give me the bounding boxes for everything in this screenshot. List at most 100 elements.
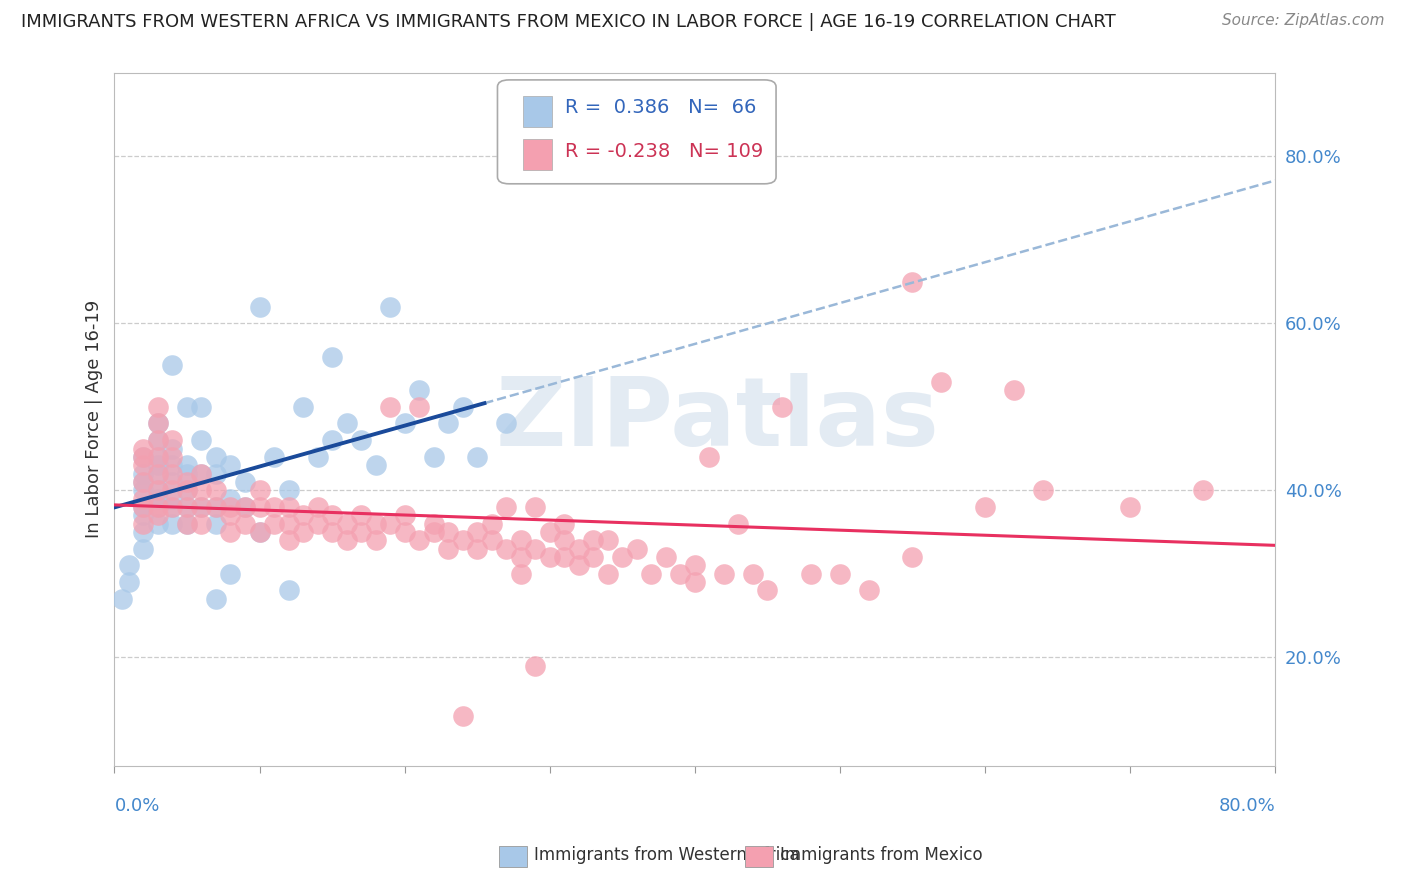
Point [321, 433, 343, 447]
Point [205, 483, 228, 498]
Point [553, 549, 575, 564]
Text: ZIPatlas: ZIPatlas [496, 373, 941, 466]
Point [233, 500, 256, 514]
Point [1119, 500, 1142, 514]
Point [713, 566, 735, 581]
Point [132, 458, 155, 473]
Point [205, 591, 228, 606]
FancyBboxPatch shape [498, 80, 776, 184]
Y-axis label: In Labor Force | Age 16-19: In Labor Force | Age 16-19 [86, 301, 103, 539]
Point [394, 508, 416, 523]
Text: R = -0.238   N= 109: R = -0.238 N= 109 [565, 142, 763, 161]
Text: R =  0.386   N=  66: R = 0.386 N= 66 [565, 98, 756, 117]
Point [146, 458, 169, 473]
Point [249, 500, 271, 514]
Point [146, 500, 169, 514]
Point [190, 467, 212, 481]
Point [219, 524, 242, 539]
Point [509, 533, 531, 548]
Point [350, 433, 373, 447]
Point [146, 400, 169, 414]
Point [364, 516, 387, 531]
Point [364, 533, 387, 548]
Point [640, 566, 662, 581]
Point [132, 450, 155, 464]
Point [132, 541, 155, 556]
Point [378, 516, 401, 531]
Point [205, 467, 228, 481]
Point [495, 500, 517, 514]
Point [219, 491, 242, 506]
Point [146, 433, 169, 447]
Point [146, 450, 169, 464]
Text: 80.0%: 80.0% [1219, 797, 1275, 814]
Point [350, 508, 373, 523]
Point [205, 500, 228, 514]
Point [190, 500, 212, 514]
Point [901, 275, 924, 289]
Point [931, 375, 953, 389]
Point [146, 467, 169, 481]
Point [465, 450, 488, 464]
Point [974, 500, 997, 514]
Point [378, 300, 401, 314]
Point [465, 524, 488, 539]
Point [582, 533, 605, 548]
Point [146, 467, 169, 481]
Point [233, 516, 256, 531]
Point [176, 467, 198, 481]
Point [132, 516, 155, 531]
Point [770, 400, 793, 414]
Point [162, 442, 184, 456]
Point [335, 417, 357, 431]
Point [146, 417, 169, 431]
Point [118, 558, 141, 573]
Point [118, 575, 141, 590]
Point [146, 491, 169, 506]
Bar [523, 96, 553, 128]
Point [394, 524, 416, 539]
Point [408, 400, 430, 414]
Point [249, 300, 271, 314]
Point [162, 433, 184, 447]
Point [292, 524, 315, 539]
Point [307, 450, 329, 464]
Text: IMMIGRANTS FROM WESTERN AFRICA VS IMMIGRANTS FROM MEXICO IN LABOR FORCE | AGE 16: IMMIGRANTS FROM WESTERN AFRICA VS IMMIGR… [21, 13, 1116, 31]
Point [176, 500, 198, 514]
Point [307, 516, 329, 531]
Point [162, 500, 184, 514]
Point [858, 583, 880, 598]
Point [162, 516, 184, 531]
Point [233, 475, 256, 489]
Point [524, 500, 547, 514]
Point [146, 483, 169, 498]
Point [146, 500, 169, 514]
Point [111, 591, 134, 606]
Point [451, 533, 474, 548]
Point [219, 458, 242, 473]
Point [321, 508, 343, 523]
Point [422, 516, 444, 531]
Point [422, 524, 444, 539]
Point [176, 500, 198, 514]
Point [176, 483, 198, 498]
Point [146, 516, 169, 531]
Point [321, 524, 343, 539]
Point [219, 500, 242, 514]
Point [190, 483, 212, 498]
Point [292, 508, 315, 523]
Point [162, 458, 184, 473]
Point [378, 400, 401, 414]
Point [205, 500, 228, 514]
Point [437, 541, 460, 556]
Point [465, 541, 488, 556]
Point [132, 483, 155, 498]
Point [162, 467, 184, 481]
Point [655, 549, 678, 564]
Point [364, 458, 387, 473]
Point [422, 450, 444, 464]
Point [233, 500, 256, 514]
Point [741, 566, 763, 581]
Point [176, 458, 198, 473]
Point [132, 491, 155, 506]
